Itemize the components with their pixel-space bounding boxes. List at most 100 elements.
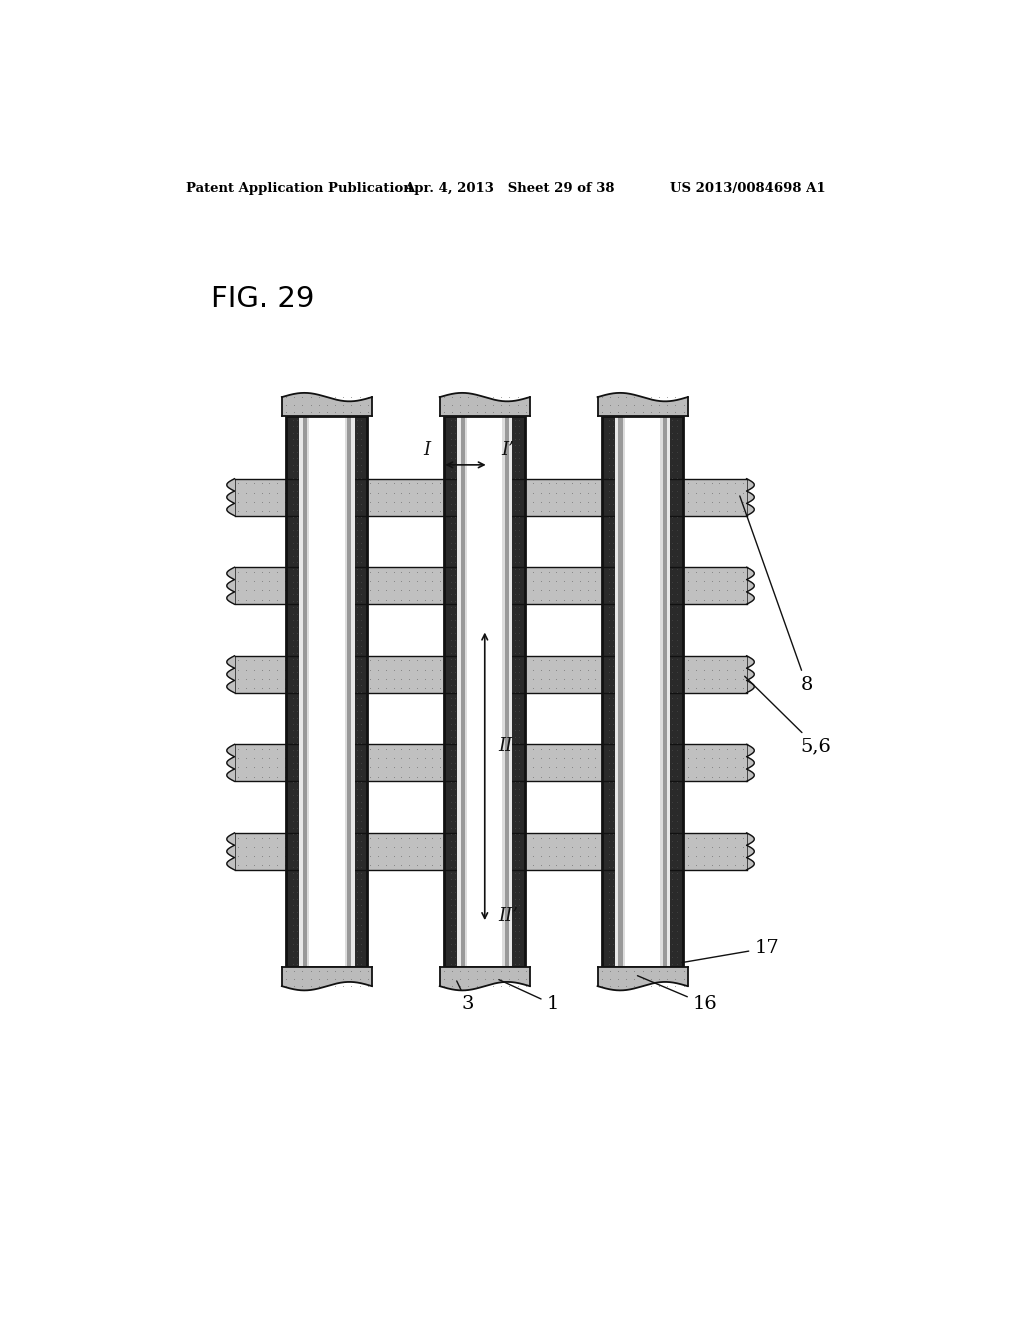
Point: [269, 738, 286, 759]
Point: [695, 570, 712, 591]
Point: [353, 713, 370, 734]
Point: [719, 482, 735, 503]
Point: [378, 473, 394, 494]
Point: [289, 708, 305, 729]
Point: [507, 869, 523, 890]
Point: [289, 525, 305, 546]
Point: [289, 461, 305, 482]
Point: [460, 387, 476, 408]
Point: [580, 589, 596, 610]
Point: [471, 649, 487, 671]
Point: [289, 921, 305, 942]
Point: [649, 659, 666, 680]
Point: [446, 933, 463, 954]
Point: [292, 561, 308, 582]
Point: [230, 826, 247, 849]
Point: [665, 869, 681, 890]
Point: [604, 766, 621, 787]
Point: [507, 532, 523, 553]
Point: [370, 579, 386, 601]
Point: [447, 649, 464, 671]
Point: [348, 940, 365, 961]
Point: [564, 668, 581, 689]
Point: [618, 855, 635, 876]
Point: [564, 482, 581, 503]
Point: [446, 422, 463, 444]
Point: [564, 677, 581, 698]
Point: [446, 830, 463, 851]
Point: [600, 850, 616, 871]
Point: [230, 668, 247, 689]
Point: [649, 766, 666, 787]
Point: [442, 519, 459, 540]
Point: [511, 759, 527, 780]
Point: [659, 968, 676, 989]
Point: [580, 579, 596, 601]
Point: [442, 675, 459, 696]
Point: [665, 888, 681, 909]
Point: [634, 747, 650, 768]
Point: [238, 677, 254, 698]
Point: [604, 434, 621, 455]
Point: [442, 902, 459, 923]
Point: [727, 589, 743, 610]
Point: [595, 855, 611, 876]
Point: [409, 473, 425, 494]
Point: [294, 387, 310, 408]
Point: [673, 570, 689, 591]
Point: [324, 589, 340, 610]
Point: [494, 826, 510, 849]
Point: [604, 525, 621, 546]
Point: [446, 474, 463, 495]
Point: [324, 659, 340, 680]
Point: [348, 597, 365, 618]
Point: [665, 784, 681, 805]
Point: [511, 766, 527, 787]
Point: [468, 968, 484, 989]
Point: [703, 570, 720, 591]
Point: [680, 649, 696, 671]
Point: [385, 473, 401, 494]
Point: [285, 855, 301, 876]
Point: [548, 846, 564, 867]
Point: [719, 837, 735, 858]
Point: [541, 738, 557, 759]
Point: [511, 804, 527, 825]
Point: [308, 500, 325, 521]
Point: [353, 603, 370, 624]
Point: [507, 461, 523, 482]
Point: [626, 826, 642, 849]
Point: [339, 589, 355, 610]
Point: [669, 577, 685, 598]
Point: [712, 500, 728, 521]
Point: [348, 915, 365, 936]
Point: [604, 597, 621, 618]
Point: [511, 791, 527, 812]
Point: [353, 810, 370, 832]
Point: [446, 810, 463, 832]
Point: [324, 756, 340, 777]
Point: [353, 824, 370, 845]
Point: [507, 610, 523, 631]
Bar: [614, 416, 618, 966]
Point: [618, 960, 635, 981]
Point: [285, 570, 301, 591]
Point: [478, 837, 495, 858]
Point: [604, 603, 621, 624]
Point: [353, 623, 370, 644]
Point: [511, 447, 527, 469]
Point: [278, 395, 294, 416]
Point: [507, 804, 523, 825]
Point: [331, 846, 347, 867]
Point: [525, 649, 542, 671]
Point: [362, 826, 379, 849]
Point: [600, 590, 616, 611]
Point: [665, 791, 681, 812]
Point: [511, 908, 527, 929]
Point: [703, 579, 720, 601]
Point: [446, 461, 463, 482]
Point: [417, 766, 433, 787]
Point: [292, 491, 308, 512]
Point: [324, 846, 340, 867]
Point: [556, 826, 572, 849]
